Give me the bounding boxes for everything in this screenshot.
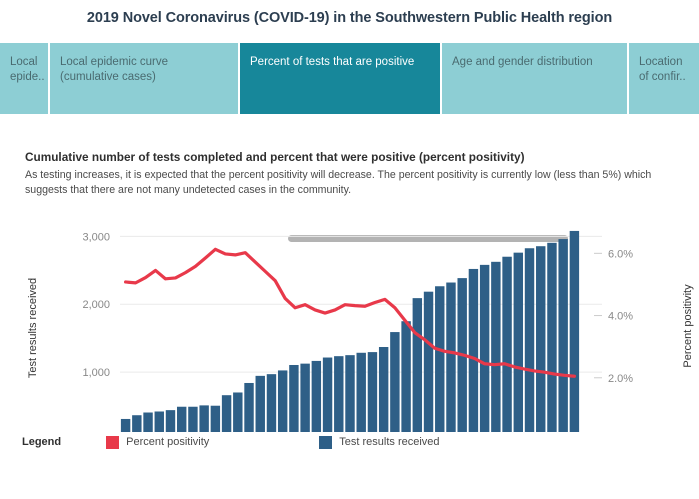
bar[interactable] xyxy=(277,370,288,432)
y-axis-left-title: Test results received xyxy=(27,277,39,379)
bar[interactable] xyxy=(266,374,277,432)
legend-item-test-results-received[interactable]: Test results received xyxy=(319,435,440,449)
legend-swatch-percent-positivity xyxy=(106,435,120,449)
bar[interactable] xyxy=(154,411,164,432)
bar[interactable] xyxy=(412,298,423,432)
bar[interactable] xyxy=(210,405,221,432)
bar[interactable] xyxy=(513,252,524,432)
bar[interactable] xyxy=(322,357,333,432)
tab-age-and-gender-distribution[interactable]: Age and gender distribution xyxy=(442,43,627,114)
bar[interactable] xyxy=(165,410,176,432)
bar[interactable] xyxy=(491,261,501,432)
bar[interactable] xyxy=(356,352,366,432)
tab-location-of-confirmed[interactable]: Location of confir.. xyxy=(629,43,699,114)
bar[interactable] xyxy=(188,406,198,432)
horizontal-scrollbar-track[interactable] xyxy=(0,117,699,242)
bar[interactable] xyxy=(199,405,209,432)
bar[interactable] xyxy=(390,332,400,432)
y-axis-left-tick: 3,000 xyxy=(82,231,110,243)
y-axis-right-tick: 2.0% xyxy=(608,373,633,385)
bar[interactable] xyxy=(378,347,389,432)
bar[interactable] xyxy=(334,356,344,432)
bar[interactable] xyxy=(289,364,299,432)
tab-strip: Local epide.. Local epidemic curve (cumu… xyxy=(0,43,699,114)
bar[interactable] xyxy=(524,248,535,432)
page-title: 2019 Novel Coronavirus (COVID-19) in the… xyxy=(86,10,613,26)
bar[interactable] xyxy=(132,415,142,432)
chart-subtitle: As testing increases, it is expected tha… xyxy=(25,169,652,196)
legend-label-percent-positivity: Percent positivity xyxy=(126,436,210,448)
bar[interactable] xyxy=(547,242,557,432)
bar[interactable] xyxy=(536,246,546,432)
chart-legend: Legend Percent positivity Test results r… xyxy=(0,427,699,457)
bar[interactable] xyxy=(479,264,490,432)
bar[interactable] xyxy=(143,412,153,432)
bar[interactable] xyxy=(221,395,232,432)
bar[interactable] xyxy=(468,268,479,432)
chart-title: Cumulative number of tests completed and… xyxy=(25,150,525,164)
bar[interactable] xyxy=(345,355,355,432)
legend-title: Legend xyxy=(22,436,62,448)
legend-item-percent-positivity[interactable]: Percent positivity xyxy=(106,435,210,449)
bar[interactable] xyxy=(300,363,310,432)
bar[interactable] xyxy=(401,321,411,432)
chart-panel: Cumulative number of tests completed and… xyxy=(0,140,699,499)
y-axis-left-tick: 2,000 xyxy=(82,299,110,311)
bar[interactable] xyxy=(569,230,580,432)
legend-label-test-results-received: Test results received xyxy=(339,436,440,448)
bar[interactable] xyxy=(311,360,322,432)
legend-swatch-test-results-received xyxy=(319,435,333,449)
bar[interactable] xyxy=(502,256,512,432)
bar[interactable] xyxy=(446,282,456,432)
tab-percent-of-tests-positive[interactable]: Percent of tests that are positive xyxy=(240,43,440,114)
bar[interactable] xyxy=(176,406,187,432)
bar[interactable] xyxy=(435,286,445,432)
tab-local-epidemic-curve[interactable]: Local epidemic curve (cumulative cases) xyxy=(50,43,238,114)
percent-positivity-line[interactable] xyxy=(124,247,576,378)
horizontal-scrollbar-thumb[interactable] xyxy=(288,235,568,242)
bar[interactable] xyxy=(367,352,378,432)
bar[interactable] xyxy=(244,382,254,432)
y-axis-right-tick: 6.0% xyxy=(608,248,633,260)
bar[interactable] xyxy=(255,375,265,432)
y-axis-left-tick: 1,000 xyxy=(82,367,110,379)
bar[interactable] xyxy=(120,418,131,432)
y-axis-right-tick: 4.0% xyxy=(608,311,633,323)
y-axis-right-title: Percent positivity xyxy=(682,284,694,368)
bar[interactable] xyxy=(558,239,568,432)
tab-local-epidemic[interactable]: Local epide.. xyxy=(0,43,48,114)
bar[interactable] xyxy=(423,291,434,432)
bar[interactable] xyxy=(233,392,243,432)
